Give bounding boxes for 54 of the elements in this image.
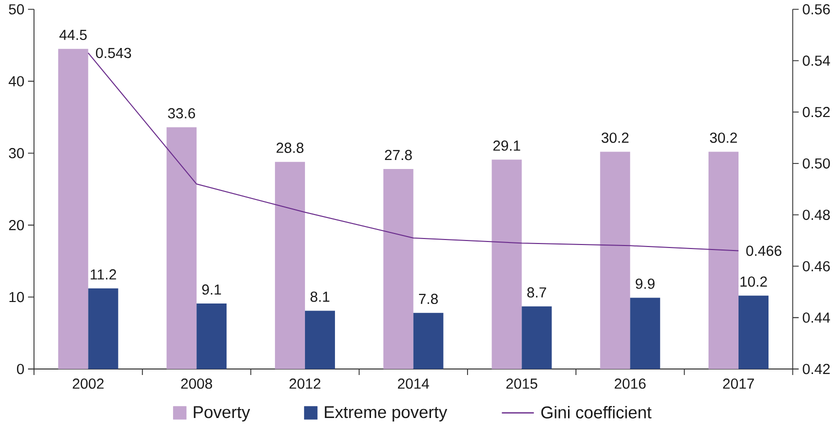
bar <box>166 127 197 369</box>
bar <box>492 160 522 369</box>
x-tick-label: 2016 <box>614 378 646 389</box>
x-tick-label: 2012 <box>290 378 320 389</box>
bar <box>58 48 88 369</box>
data-label: 29.1 <box>493 140 520 151</box>
bar <box>413 312 444 369</box>
bar <box>630 298 660 369</box>
data-label: 33.6 <box>168 108 196 118</box>
legend-label: Extreme poverty <box>324 406 448 422</box>
y-tick-label: 10 <box>9 292 24 302</box>
data-label: 0.466 <box>746 246 782 256</box>
data-label: 7.8 <box>419 294 438 304</box>
y-tick-label: 40 <box>8 76 24 86</box>
y-tick-label: 50 <box>8 4 24 14</box>
y2-tick-label: 0.44 <box>802 312 830 323</box>
bar <box>522 306 552 369</box>
bar <box>708 152 739 369</box>
y-tick-label: 20 <box>9 220 24 230</box>
bar <box>304 310 335 369</box>
bar <box>383 169 414 369</box>
y2-tick-label: 0.42 <box>802 364 830 374</box>
x-tick-label: 2002 <box>72 378 104 389</box>
legend-label: Gini coefficient <box>541 406 652 418</box>
data-label: 44.5 <box>59 30 87 40</box>
bar <box>88 288 118 369</box>
y2-tick-label: 0.56 <box>802 4 830 14</box>
y2-tick-label: 0.50 <box>802 158 830 169</box>
bar <box>600 152 630 369</box>
legend-label: Poverty <box>194 406 250 422</box>
bar <box>274 162 305 369</box>
bar <box>738 296 769 369</box>
x-tick-label: 2017 <box>723 378 754 389</box>
x-tick-label: 2015 <box>506 378 538 389</box>
x-tick-label: 2014 <box>398 378 430 389</box>
data-label: 8.1 <box>310 292 330 302</box>
data-label: 27.8 <box>384 150 412 160</box>
y2-tick-label: 0.52 <box>802 106 830 118</box>
data-label: 30.2 <box>602 132 628 143</box>
y-tick-label: 30 <box>8 148 24 158</box>
data-label: 10.2 <box>740 276 767 287</box>
data-label: 30.2 <box>710 132 737 143</box>
y2-tick-label: 0.46 <box>802 261 830 272</box>
data-label: 0.543 <box>96 48 132 58</box>
data-label: 28.8 <box>276 142 304 153</box>
data-label: 9.1 <box>202 284 221 295</box>
data-label: 8.7 <box>527 287 546 298</box>
data-label: 11.2 <box>90 269 116 280</box>
y-tick-label: 0 <box>16 364 24 374</box>
y2-tick-label: 0.54 <box>802 56 830 66</box>
data-label: 9.9 <box>636 278 655 289</box>
bar <box>196 304 227 369</box>
y2-tick-label: 0.48 <box>802 210 830 220</box>
x-tick-label: 2008 <box>181 378 212 389</box>
